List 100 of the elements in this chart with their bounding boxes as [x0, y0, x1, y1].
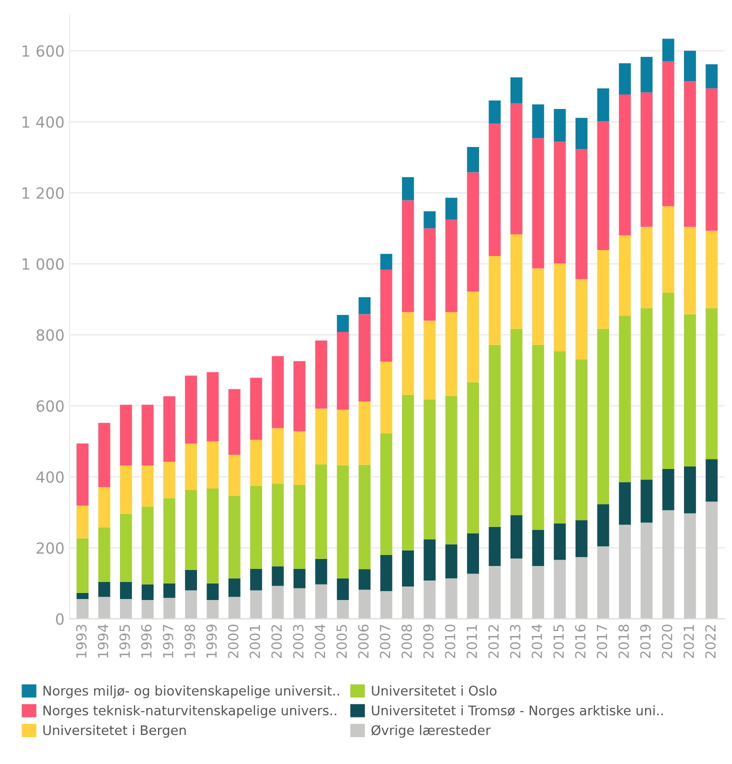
bar	[706, 308, 718, 460]
bar	[294, 588, 306, 619]
bar	[315, 340, 328, 409]
legend-label: Norges teknisk-naturvitenskapelige univers..	[44, 705, 336, 718]
y-tick-label: 600	[36, 400, 64, 412]
bar	[358, 569, 371, 590]
bar	[76, 598, 89, 619]
bar	[510, 234, 522, 329]
bar	[185, 376, 197, 444]
x-tick-label: 2022	[705, 625, 716, 658]
bar	[662, 206, 674, 293]
bar	[120, 514, 132, 582]
bar	[445, 396, 458, 544]
bar	[684, 513, 696, 619]
bar	[445, 578, 458, 619]
bar	[662, 292, 674, 470]
bar	[576, 359, 588, 520]
bar	[488, 526, 501, 566]
bar	[228, 596, 240, 619]
y-tick-label: 1 200	[22, 187, 64, 199]
y-tick-label: 1 400	[22, 116, 64, 128]
bar	[532, 566, 544, 619]
legend-label: Universitetet i Bergen	[43, 724, 186, 738]
x-tick-label: 2005	[336, 624, 347, 658]
bar	[618, 235, 631, 316]
bar	[228, 578, 240, 597]
bar	[185, 443, 197, 490]
bar	[380, 269, 392, 362]
bar	[424, 580, 436, 619]
y-tick-label: 1 000	[22, 258, 64, 270]
bar	[163, 498, 176, 584]
bar	[618, 482, 631, 525]
bar	[576, 118, 588, 150]
x-tick-label: 2004	[314, 624, 326, 658]
bar	[336, 465, 349, 578]
bar	[206, 583, 219, 600]
bar	[640, 308, 653, 480]
bar	[510, 558, 522, 619]
x-tick-label: 2018	[618, 624, 629, 658]
bar	[554, 523, 566, 560]
bar	[250, 378, 262, 440]
bar	[163, 583, 176, 598]
bar	[380, 362, 392, 434]
x-tick-label: 1996	[141, 624, 152, 658]
bar	[336, 578, 349, 600]
bar	[510, 328, 522, 516]
bar	[532, 344, 544, 530]
bar	[206, 600, 219, 619]
bar	[120, 465, 132, 514]
bar	[424, 399, 436, 540]
bar	[554, 263, 566, 352]
x-tick-label: 2008	[401, 624, 412, 658]
x-tick-label: 2020	[662, 624, 672, 658]
bar	[684, 466, 696, 514]
y-tick-label: 400	[36, 471, 64, 483]
bar	[272, 428, 284, 484]
x-tick-label: 2000	[228, 624, 238, 658]
bar	[142, 465, 154, 507]
bar	[336, 314, 349, 332]
legend-label: Universitetet i Tromsø - Norges arktiske uni..	[372, 705, 663, 718]
bar	[142, 404, 154, 466]
bar	[250, 590, 262, 619]
bar	[380, 591, 392, 619]
bar	[272, 566, 284, 586]
bar	[250, 486, 262, 569]
bar	[272, 356, 284, 428]
y-tick-label: 200	[36, 542, 64, 554]
bar	[467, 172, 480, 292]
bar	[272, 586, 284, 619]
bar	[532, 138, 544, 268]
bar	[706, 64, 718, 88]
bar	[294, 484, 306, 569]
y-tick-label: 1 600	[22, 45, 64, 57]
bar	[576, 149, 588, 280]
bar	[640, 522, 653, 619]
bar	[120, 582, 132, 599]
bar	[185, 590, 197, 619]
bar	[228, 389, 240, 455]
bar	[597, 250, 610, 329]
bar	[402, 200, 414, 312]
bar	[554, 109, 566, 142]
bar	[250, 440, 262, 486]
x-tick-label: 2009	[423, 624, 434, 658]
bar	[76, 538, 89, 593]
bar	[380, 554, 392, 592]
bar	[402, 177, 414, 200]
bar	[445, 544, 458, 578]
bar	[294, 361, 306, 432]
bar	[706, 230, 718, 308]
bar	[597, 546, 610, 619]
bar	[445, 198, 458, 220]
bar	[640, 56, 653, 92]
bar	[554, 142, 566, 264]
bar	[228, 454, 240, 496]
bar	[185, 570, 197, 590]
bar	[120, 404, 132, 466]
bar	[445, 312, 458, 396]
bar	[163, 598, 176, 619]
x-tick-label: 2017	[596, 624, 608, 658]
legend-label: Universitetet i Oslo	[372, 685, 496, 696]
